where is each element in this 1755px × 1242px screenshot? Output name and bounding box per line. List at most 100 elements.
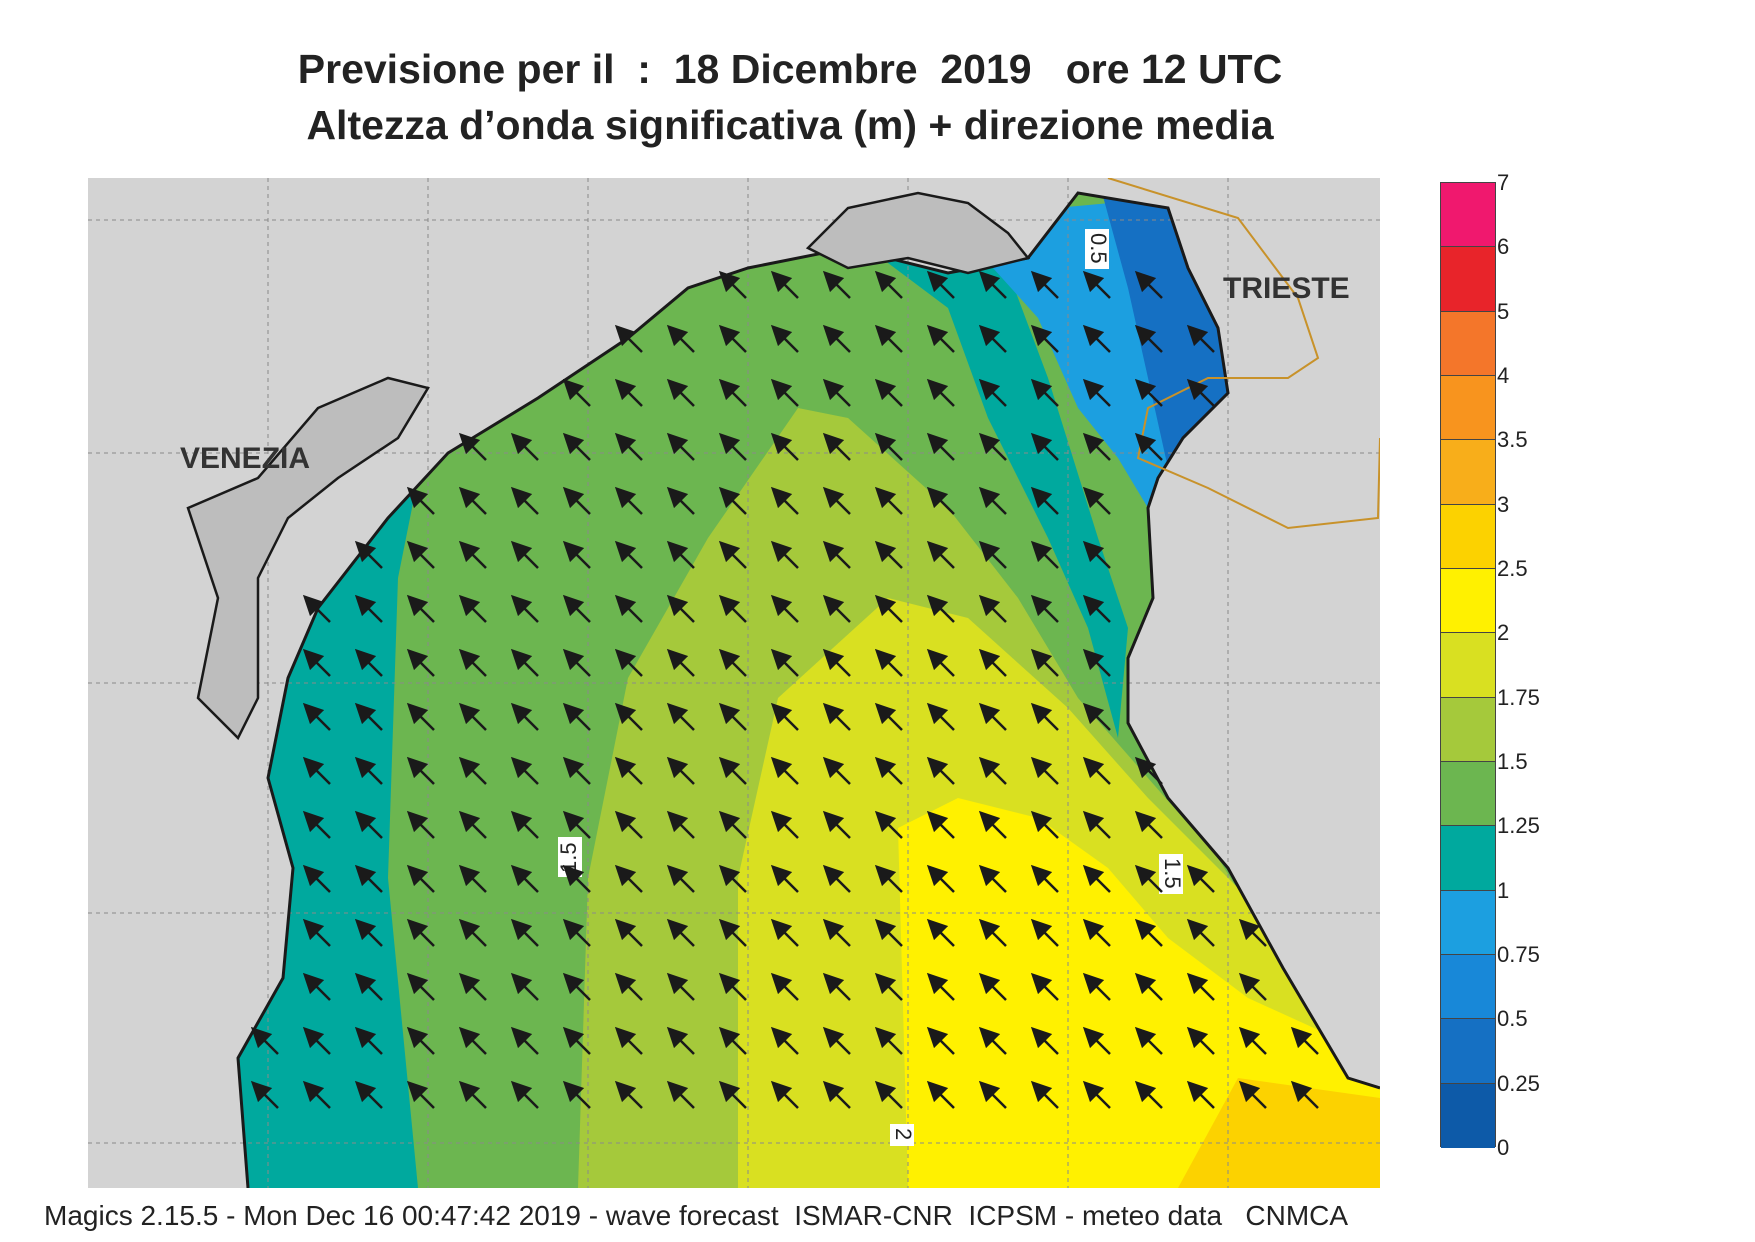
wave-arrow (354, 1026, 383, 1055)
wave-arrow (1134, 1080, 1163, 1109)
wave-arrow (458, 702, 487, 731)
wave-arrow (874, 972, 903, 1001)
city-label-trieste: TRIESTE (1223, 272, 1350, 305)
wave-arrow (770, 810, 799, 839)
wave-arrow (770, 486, 799, 515)
wave-arrow (926, 324, 955, 353)
wave-arrow (666, 702, 695, 731)
wave-arrow (1134, 324, 1163, 353)
wave-arrow (1030, 486, 1059, 515)
colorbar-label: 5 (1497, 298, 1510, 324)
wave-arrow (874, 1026, 903, 1055)
wave-arrow (1030, 378, 1059, 407)
wave-arrow (770, 594, 799, 623)
wave-arrow (822, 702, 851, 731)
wave-arrow (874, 702, 903, 731)
wave-arrow (406, 756, 435, 785)
wave-arrow (614, 540, 643, 569)
wave-arrow (1030, 810, 1059, 839)
wave-arrow (510, 756, 539, 785)
wave-arrow (718, 864, 747, 893)
wave-arrow (822, 486, 851, 515)
colorbar-label: 2.5 (1497, 556, 1528, 581)
wave-arrow (718, 810, 747, 839)
wave-arrow (458, 810, 487, 839)
wave-arrow (822, 270, 851, 299)
wave-arrow (458, 486, 487, 515)
wave-arrow (1186, 1080, 1215, 1109)
wave-arrow (406, 1026, 435, 1055)
wave-arrow (406, 972, 435, 1001)
wave-arrow (1082, 486, 1111, 515)
wave-arrow (406, 648, 435, 677)
wave-arrow (1134, 270, 1163, 299)
wave-arrow (718, 972, 747, 1001)
wave-arrow (302, 1026, 331, 1055)
wave-arrow (1030, 432, 1059, 461)
wave-arrow (1082, 972, 1111, 1001)
wave-arrow (614, 648, 643, 677)
wave-arrow (822, 594, 851, 623)
wave-arrow (718, 378, 747, 407)
colorbar-cell (1441, 440, 1495, 505)
wave-arrow (1134, 432, 1163, 461)
wave-arrow (874, 540, 903, 569)
wave-arrow (406, 594, 435, 623)
wave-arrow (458, 540, 487, 569)
wave-arrow (666, 864, 695, 893)
wave-arrow (614, 486, 643, 515)
wave-arrow (978, 432, 1007, 461)
wave-arrow (614, 864, 643, 893)
colorbar-cell (1441, 761, 1495, 827)
wave-arrow (874, 756, 903, 785)
wave-arrow (1134, 1026, 1163, 1055)
wave-arrow (614, 702, 643, 731)
wave-arrow (1186, 1026, 1215, 1055)
colorbar-cell (1441, 697, 1495, 762)
wave-arrow (458, 1026, 487, 1055)
wave-arrow (406, 486, 435, 515)
wave-arrow (666, 972, 695, 1001)
colorbar-label: 0.5 (1497, 1006, 1528, 1032)
wave-arrow (718, 702, 747, 731)
wave-arrow (978, 864, 1007, 893)
wave-arrow (458, 972, 487, 1001)
wave-arrow (978, 486, 1007, 515)
wave-arrow (510, 972, 539, 1001)
wave-arrow (406, 702, 435, 731)
wave-arrow (770, 702, 799, 731)
wave-arrow (614, 918, 643, 947)
wave-arrow (562, 702, 591, 731)
wave-arrow (1238, 1026, 1267, 1055)
wave-arrow (926, 540, 955, 569)
wave-arrow (458, 1080, 487, 1109)
wave-arrow (1030, 972, 1059, 1001)
wave-arrow (978, 756, 1007, 785)
wave-arrow (874, 270, 903, 299)
wave-arrow (302, 918, 331, 947)
wave-arrow (1290, 1080, 1319, 1109)
wave-arrow (1082, 378, 1111, 407)
wave-arrow (510, 702, 539, 731)
wave-arrow (406, 810, 435, 839)
svg-text:0.5: 0.5 (1086, 233, 1111, 264)
wave-arrow (1030, 864, 1059, 893)
wave-arrow (822, 864, 851, 893)
wave-arrow (1290, 1026, 1319, 1055)
wave-arrow (718, 324, 747, 353)
wave-arrow (770, 918, 799, 947)
wave-arrow (458, 756, 487, 785)
wave-arrow (1186, 864, 1215, 893)
wave-arrow (926, 864, 955, 893)
wave-arrow (822, 972, 851, 1001)
wave-arrow (926, 1080, 955, 1109)
wave-arrow (666, 378, 695, 407)
wave-arrow (822, 648, 851, 677)
wave-arrow (874, 378, 903, 407)
colorbar (1440, 182, 1496, 1148)
wave-arrow (562, 378, 591, 407)
wave-arrow (302, 756, 331, 785)
wave-arrow (874, 810, 903, 839)
wave-arrow (666, 756, 695, 785)
wave-arrow (302, 972, 331, 1001)
